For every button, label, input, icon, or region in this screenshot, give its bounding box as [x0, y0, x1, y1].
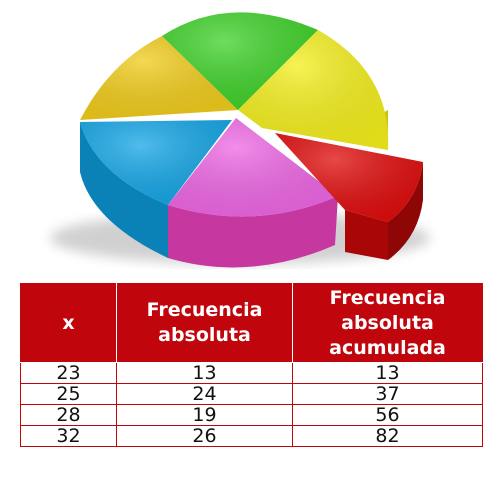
- pie-chart-illustration: [50, 12, 430, 268]
- header-x: x: [20, 283, 117, 363]
- slice-yellow-left-highlight: [80, 36, 238, 120]
- slice-red-side: [345, 210, 388, 260]
- table-header-row: x Frecuencia absoluta Frecuencia absolut…: [20, 283, 483, 363]
- table-row: 25 24 37: [20, 383, 483, 405]
- header-frecuencia-absoluta: Frecuencia absoluta: [116, 283, 293, 363]
- header-frecuencia-absoluta-acumulada: Frecuencia absoluta acumulada: [292, 283, 483, 363]
- cell-frecuencia-acumulada: 13: [292, 362, 483, 384]
- cell-frecuencia-absoluta: 26: [116, 425, 293, 447]
- slice-green-highlight: [162, 12, 318, 111]
- header-x-line: x: [62, 311, 75, 334]
- slice-pink-highlight: [168, 118, 338, 217]
- cell-x: 28: [20, 404, 117, 426]
- slice-red-highlight: [275, 133, 423, 222]
- cell-frecuencia-absoluta: 13: [116, 362, 293, 384]
- table-row: 32 26 82: [20, 425, 483, 447]
- cell-x: 23: [20, 362, 117, 384]
- frequency-table: x Frecuencia absoluta Frecuencia absolut…: [20, 283, 483, 447]
- cell-frecuencia-acumulada: 82: [292, 425, 483, 447]
- cell-x: 25: [20, 383, 117, 405]
- slice-yellow-right-highlight: [238, 30, 389, 150]
- table-row: 23 13 13: [20, 362, 483, 384]
- cell-x: 32: [20, 425, 117, 447]
- cell-frecuencia-acumulada: 37: [292, 383, 483, 405]
- slice-blue-highlight: [80, 120, 232, 205]
- slice-red-outer-side: [388, 162, 423, 260]
- header-line: acumulada: [329, 336, 446, 359]
- cell-frecuencia-absoluta: 19: [116, 404, 293, 426]
- header-line: Frecuencia: [146, 299, 263, 321]
- slice-blue-side: [80, 122, 168, 258]
- header-line: Frecuencia: [329, 286, 446, 309]
- table-row: 28 19 56: [20, 404, 483, 426]
- slice-pink-side: [168, 196, 338, 268]
- header-line: absoluta: [158, 324, 251, 346]
- cell-frecuencia-absoluta: 24: [116, 383, 293, 405]
- header-line: absoluta: [341, 311, 434, 334]
- cell-frecuencia-acumulada: 56: [292, 404, 483, 426]
